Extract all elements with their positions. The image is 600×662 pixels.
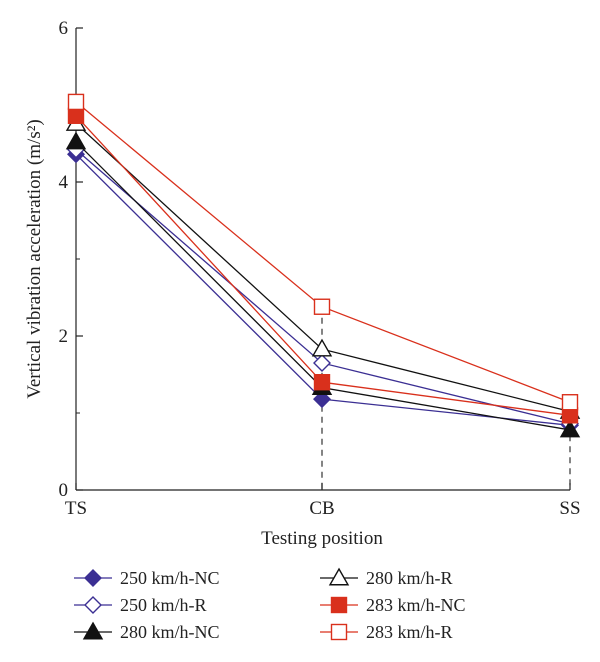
data-point-marker bbox=[67, 93, 85, 111]
x-axis-title: Testing position bbox=[261, 528, 383, 549]
data-point-marker bbox=[313, 353, 331, 372]
legend-marker bbox=[330, 623, 348, 641]
x-ticks: TS CB SS bbox=[65, 483, 581, 519]
legend-marker bbox=[84, 596, 102, 614]
legend: 250 km/h-NC 250 km/h-R 280 km/h-NC 280 km/h… bbox=[74, 567, 466, 642]
legend-label: 280 km/h-R bbox=[366, 568, 453, 588]
legend-item: 280 km/h-R bbox=[320, 567, 453, 588]
x-tick-label: CB bbox=[309, 498, 334, 519]
legend-item: 250 km/h-R bbox=[74, 595, 207, 615]
x-tick-label: SS bbox=[559, 498, 580, 519]
series-group bbox=[65, 93, 581, 438]
legend-label: 283 km/h-NC bbox=[366, 595, 466, 615]
y-axis-title: Vertical vibration acceleration (m/s²) bbox=[24, 119, 45, 399]
legend-marker bbox=[328, 567, 350, 586]
axes bbox=[75, 28, 570, 491]
y-ticks: 0 2 4 6 bbox=[59, 18, 83, 501]
series-5 bbox=[67, 107, 579, 424]
legend-label: 250 km/h-NC bbox=[120, 568, 220, 588]
data-point-marker bbox=[561, 394, 579, 411]
y-tick-label: 0 bbox=[59, 480, 69, 501]
data-point-marker bbox=[559, 419, 581, 438]
data-point-marker bbox=[311, 338, 333, 357]
series-6 bbox=[67, 93, 579, 411]
legend-label: 280 km/h-NC bbox=[120, 622, 220, 642]
y-tick-label: 6 bbox=[59, 18, 69, 39]
legend-item: 283 km/h-R bbox=[320, 622, 453, 642]
series-4 bbox=[65, 113, 581, 419]
y-tick-label: 2 bbox=[59, 326, 69, 347]
legend-label: 250 km/h-R bbox=[120, 595, 207, 615]
legend-marker bbox=[330, 596, 348, 614]
series-3 bbox=[65, 131, 581, 438]
y-tick-label: 4 bbox=[59, 172, 69, 193]
data-point-marker bbox=[313, 298, 331, 315]
x-tick-label: TS bbox=[65, 498, 87, 519]
legend-item: 250 km/h-NC bbox=[74, 568, 220, 588]
data-point-marker bbox=[65, 131, 87, 150]
legend-label: 283 km/h-R bbox=[366, 622, 453, 642]
legend-item: 283 km/h-NC bbox=[320, 595, 466, 615]
data-point-marker bbox=[67, 107, 85, 124]
data-point-marker bbox=[313, 390, 331, 409]
legend-marker bbox=[84, 569, 102, 587]
legend-marker bbox=[82, 621, 104, 640]
data-point-marker bbox=[313, 374, 331, 391]
legend-item: 280 km/h-NC bbox=[74, 621, 220, 642]
